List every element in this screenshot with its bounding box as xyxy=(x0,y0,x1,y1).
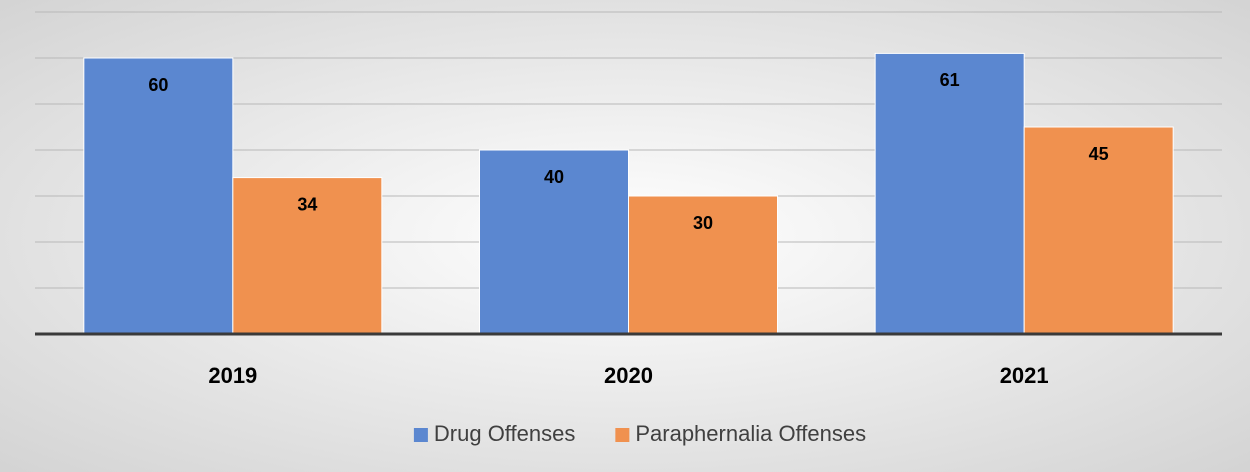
data-label: 61 xyxy=(940,70,960,90)
legend-label: Paraphernalia Offenses xyxy=(635,421,866,446)
data-label: 30 xyxy=(693,213,713,233)
data-label: 60 xyxy=(148,75,168,95)
data-label: 34 xyxy=(297,194,317,214)
bar xyxy=(1023,126,1174,335)
bar xyxy=(232,177,383,335)
bar xyxy=(83,57,234,335)
x-tick-label: 2019 xyxy=(208,363,257,388)
legend-swatch xyxy=(413,428,428,442)
legend-label: Drug Offenses xyxy=(434,421,575,446)
x-tick-label: 2021 xyxy=(1000,363,1049,388)
bar xyxy=(479,149,629,335)
legend-swatch xyxy=(615,428,630,442)
data-label: 40 xyxy=(544,167,564,187)
data-label: 45 xyxy=(1089,144,1109,164)
bar xyxy=(628,195,778,335)
x-tick-label: 2020 xyxy=(604,363,653,388)
bar xyxy=(874,52,1025,335)
